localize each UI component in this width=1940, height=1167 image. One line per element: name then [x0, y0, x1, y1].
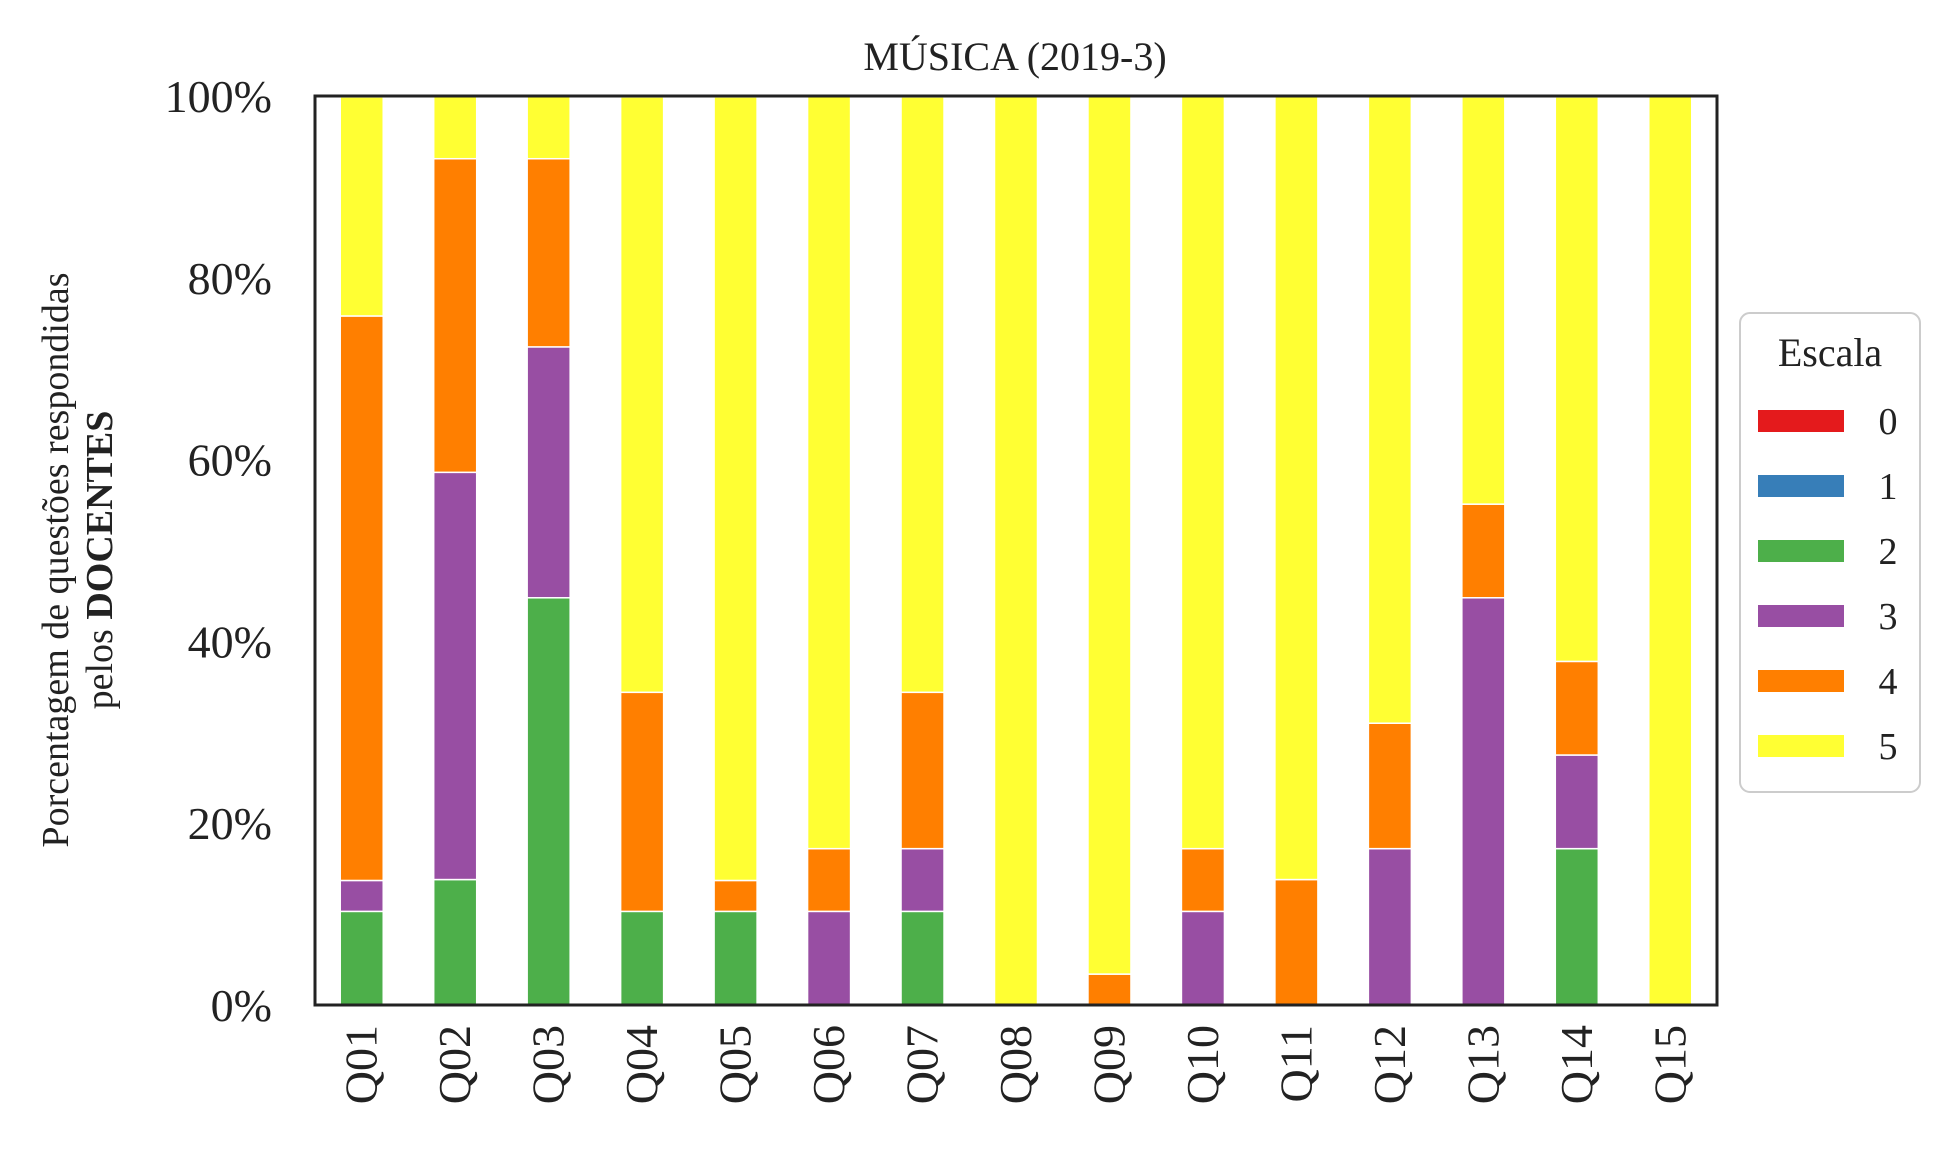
- legend-label-2: 2: [1879, 531, 1898, 573]
- y-tick-label: 0%: [211, 980, 272, 1031]
- legend-label-3: 3: [1879, 596, 1898, 638]
- x-tick-label: Q06: [803, 1025, 854, 1104]
- bar-q03-scale-4: [526, 157, 571, 348]
- bar-q01-scale-5: [339, 96, 384, 317]
- legend-swatch-3: [1758, 605, 1844, 627]
- y-tick-label: 100%: [165, 71, 272, 122]
- y-axis-label-bold: DOCENTES: [79, 411, 121, 620]
- bars-group: [339, 95, 1693, 1006]
- bar-q07-scale-5: [900, 96, 945, 694]
- bar-q07-scale-4: [900, 691, 945, 850]
- x-tick-label: Q02: [429, 1025, 480, 1104]
- bar-q14-scale-3: [1554, 754, 1600, 850]
- bar-q01-scale-3: [339, 879, 384, 913]
- bar-q05-scale-2: [713, 910, 758, 1006]
- x-tick-label: Q07: [897, 1025, 948, 1104]
- bar-q02-scale-2: [432, 878, 478, 1006]
- y-tick-label: 80%: [188, 253, 272, 304]
- y-tick-label: 40%: [188, 616, 272, 667]
- x-tick-label: Q11: [1270, 1025, 1321, 1103]
- bar-q14-scale-2: [1554, 847, 1600, 1006]
- x-tick-label: Q14: [1551, 1025, 1602, 1104]
- y-ticks-group: 0% 20% 40% 60% 80% 100%: [165, 71, 272, 1031]
- y-tick-label: 60%: [188, 435, 272, 486]
- bar-q09-scale-5: [1087, 95, 1132, 975]
- bar-q02-scale-5: [432, 95, 478, 160]
- bar-q13-scale-5: [1461, 96, 1506, 505]
- bar-q04-scale-4: [619, 691, 665, 913]
- x-tick-label: Q13: [1457, 1025, 1508, 1104]
- bar-q08-scale-5: [993, 95, 1039, 1006]
- bar-q05-scale-4: [713, 879, 758, 913]
- bar-q03-scale-2: [526, 597, 571, 1006]
- bar-q14-scale-5: [1554, 96, 1600, 663]
- x-tick-label: Q12: [1364, 1025, 1415, 1104]
- bar-q06-scale-3: [806, 910, 852, 1006]
- legend-label-1: 1: [1879, 466, 1898, 508]
- bar-q13-scale-3: [1461, 597, 1506, 1006]
- x-tick-label: Q10: [1177, 1025, 1228, 1104]
- bar-q10-scale-4: [1180, 847, 1226, 913]
- legend-label-5: 5: [1879, 726, 1898, 768]
- bar-q11-scale-4: [1274, 878, 1319, 1006]
- bar-q14-scale-4: [1554, 660, 1600, 756]
- x-ticks-group: Q01 Q02 Q03 Q04 Q05 Q06 Q07 Q08 Q09 Q10 Q11 Q12 Q13 Q…: [336, 1025, 1696, 1104]
- legend: Escala 0 1 2 3 4 5: [1739, 312, 1921, 793]
- chart-title: MÚSICA (2019-3): [863, 34, 1166, 79]
- legend-label-4: 4: [1879, 661, 1898, 703]
- legend-swatch-2: [1758, 540, 1844, 562]
- bar-q02-scale-4: [432, 157, 478, 474]
- legend-title: Escala: [1778, 330, 1883, 375]
- x-tick-label: Q03: [523, 1025, 574, 1104]
- bar-q01-scale-4: [339, 315, 384, 882]
- bar-q13-scale-4: [1461, 503, 1506, 599]
- bar-q03-scale-3: [526, 346, 571, 599]
- bar-q10-scale-5: [1180, 95, 1226, 850]
- legend-swatch-0: [1758, 410, 1844, 432]
- bar-q12-scale-4: [1367, 722, 1413, 850]
- x-tick-label: Q08: [990, 1025, 1041, 1104]
- x-tick-label: Q09: [1083, 1025, 1134, 1104]
- y-axis-label-line2: pelos DOCENTES: [79, 411, 121, 710]
- bar-q11-scale-5: [1274, 95, 1319, 881]
- bar-q03-scale-5: [526, 95, 571, 160]
- bar-q10-scale-3: [1180, 910, 1226, 1006]
- plot-frame: [313, 94, 1719, 1007]
- legend-label-0: 0: [1879, 401, 1898, 443]
- y-axis-label-prefix: pelos: [79, 620, 121, 710]
- legend-swatch-5: [1758, 735, 1844, 757]
- bar-q02-scale-3: [432, 471, 478, 881]
- bar-q15-scale-5: [1648, 95, 1693, 1006]
- bar-q09-scale-4: [1087, 973, 1132, 1006]
- bar-q07-scale-2: [900, 910, 945, 1006]
- bar-q07-scale-3: [900, 847, 945, 913]
- legend-swatch-4: [1758, 670, 1844, 692]
- y-axis-label-line1: Porcentagem de questões respondidas: [35, 272, 77, 847]
- bar-q06-scale-4: [806, 847, 852, 913]
- bar-q12-scale-5: [1367, 95, 1413, 724]
- legend-items: 0 1 2 3 4 5: [1758, 401, 1898, 768]
- x-tick-label: Q04: [616, 1025, 667, 1104]
- y-tick-label: 20%: [188, 798, 272, 849]
- y-axis-label: Porcentagem de questões respondidas pelo…: [35, 272, 121, 847]
- bar-q04-scale-5: [619, 96, 665, 694]
- bar-q04-scale-2: [619, 910, 665, 1006]
- legend-swatch-1: [1758, 475, 1844, 497]
- bar-q06-scale-5: [806, 95, 852, 850]
- x-tick-label: Q05: [710, 1025, 761, 1104]
- bar-q05-scale-5: [713, 96, 758, 882]
- x-tick-label: Q15: [1644, 1025, 1695, 1104]
- x-tick-label: Q01: [336, 1025, 387, 1104]
- bar-q12-scale-3: [1367, 847, 1413, 1006]
- bar-q01-scale-2: [339, 910, 384, 1006]
